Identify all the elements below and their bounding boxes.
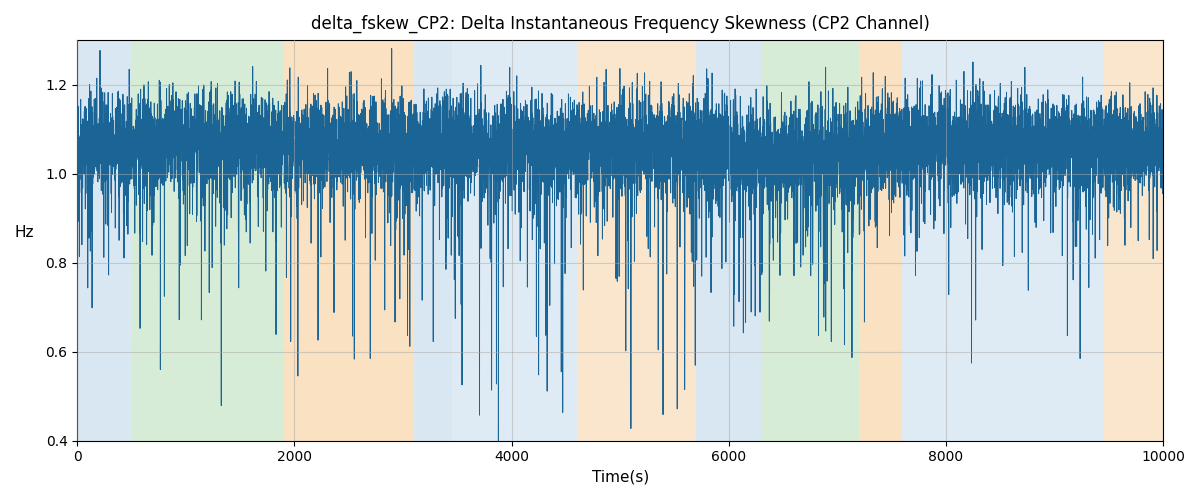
Bar [414,40,452,440]
X-axis label: Time(s): Time(s) [592,470,649,485]
Bar [283,40,414,440]
Bar [132,40,283,440]
Y-axis label: Hz: Hz [14,226,35,240]
Title: delta_fskew_CP2: Delta Instantaneous Frequency Skewness (CP2 Channel): delta_fskew_CP2: Delta Instantaneous Fre… [311,15,930,34]
Bar [902,40,1103,440]
Bar [761,40,859,440]
Bar [452,40,577,440]
Bar [1103,40,1163,440]
Bar [577,40,696,440]
Bar [859,40,902,440]
Bar [77,40,132,440]
Bar [696,40,761,440]
